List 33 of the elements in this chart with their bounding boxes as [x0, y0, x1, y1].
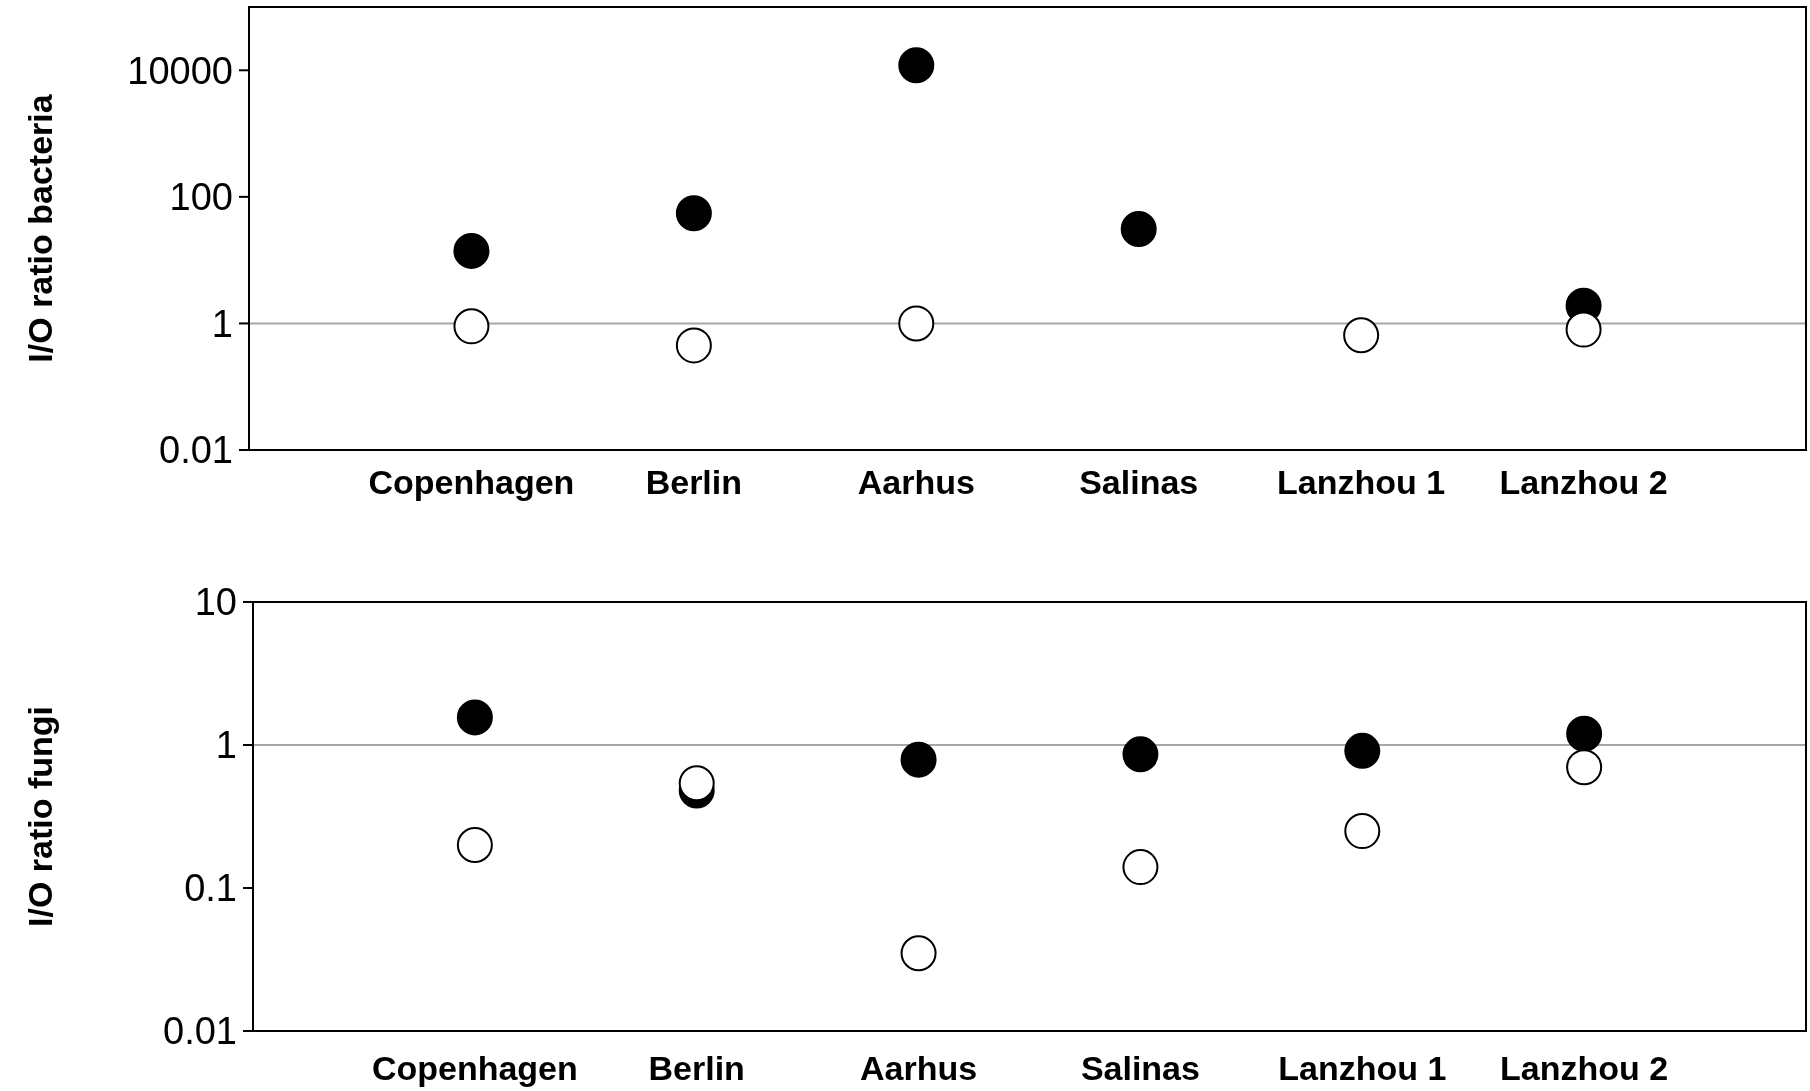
y-tick-label: 100 [169, 176, 233, 219]
y-axis-title: I/O ratio fungi [20, 706, 59, 927]
point [453, 232, 490, 269]
point [1122, 736, 1159, 773]
x-tick-label: Lanzhou 2 [1499, 462, 1668, 501]
point [1344, 732, 1381, 769]
x-tick-label: Salinas [1079, 462, 1199, 501]
x-tick-label: Lanzhou 1 [1278, 1048, 1447, 1087]
point [678, 765, 715, 802]
x-tick-label: Copenhagen [371, 1048, 578, 1087]
point [900, 741, 937, 778]
y-tick-label: 10000 [127, 49, 233, 92]
y-tick-label: 1 [211, 302, 233, 345]
point [1120, 211, 1157, 248]
x-tick-label: Aarhus [857, 462, 975, 501]
y-tick-label: 10 [194, 581, 237, 624]
y-tick-label: 1 [215, 724, 237, 767]
x-tick-label: Aarhus [860, 1048, 978, 1087]
x-tick-label: Lanzhou 1 [1277, 462, 1446, 501]
y-tick-label: 0.1 [184, 867, 237, 910]
x-tick-label: Berlin [648, 1048, 745, 1087]
point [898, 47, 935, 84]
point [1565, 311, 1602, 348]
point [456, 699, 493, 736]
point [675, 195, 712, 232]
x-tick-label: Copenhagen [368, 462, 575, 501]
x-tick-label: Salinas [1080, 1048, 1200, 1087]
x-tick-label: Berlin [645, 462, 743, 501]
y-tick-label: 0.01 [163, 1010, 237, 1053]
y-tick-label: 0.01 [159, 429, 233, 472]
point [1566, 715, 1603, 752]
x-tick-label: Lanzhou 2 [1500, 1048, 1669, 1087]
y-axis-title: I/O ratio bacteria [20, 93, 59, 363]
